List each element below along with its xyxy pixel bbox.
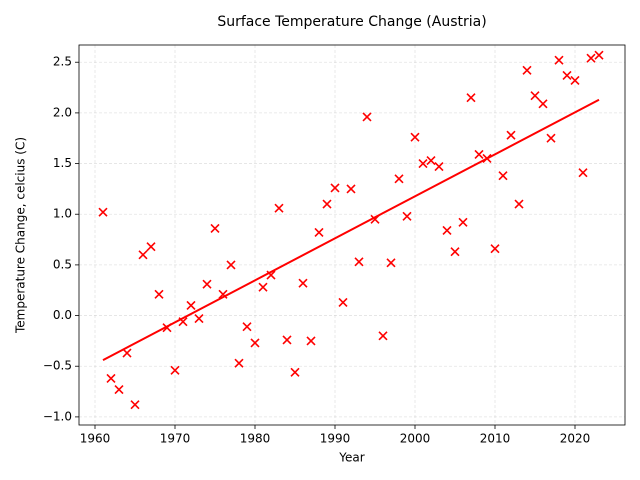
point xyxy=(562,70,572,80)
point xyxy=(322,199,332,209)
y-tick-label: 1.5 xyxy=(53,156,72,170)
y-tick-label: 2.5 xyxy=(53,55,72,69)
point xyxy=(346,184,356,194)
point xyxy=(114,384,124,395)
point xyxy=(538,99,548,109)
x-axis-label: Year xyxy=(338,451,364,465)
point xyxy=(274,203,284,213)
y-tick-label: 1.0 xyxy=(53,207,72,221)
point xyxy=(282,335,292,345)
x-tick-label: 2010 xyxy=(480,432,511,446)
point xyxy=(498,171,508,181)
point xyxy=(578,168,588,178)
point xyxy=(362,112,372,122)
point xyxy=(386,258,396,268)
point xyxy=(434,162,444,172)
point xyxy=(242,322,252,332)
plot-frame xyxy=(78,44,626,426)
point xyxy=(250,338,260,348)
x-tick-label: 2020 xyxy=(560,432,591,446)
point xyxy=(138,250,148,260)
point xyxy=(226,260,236,270)
point xyxy=(258,282,268,292)
x-tick-label: 1990 xyxy=(320,432,351,446)
point xyxy=(594,50,604,60)
x-tick-label: 1980 xyxy=(240,432,271,446)
x-tick-label: 1960 xyxy=(80,432,111,446)
y-tick-label: 0.5 xyxy=(53,257,72,271)
point xyxy=(474,149,484,160)
y-axis-label: Temperature Change, celcius (C) xyxy=(14,137,28,334)
point xyxy=(194,314,204,324)
x-tick-label: 1970 xyxy=(160,432,191,446)
point xyxy=(154,289,164,299)
point xyxy=(170,365,180,375)
point xyxy=(106,373,116,383)
point xyxy=(298,278,308,288)
point xyxy=(290,367,300,377)
point xyxy=(530,91,540,101)
point xyxy=(546,133,556,143)
point xyxy=(514,199,524,209)
point xyxy=(218,289,228,299)
point xyxy=(354,257,364,267)
chart-title: Surface Temperature Change (Austria) xyxy=(217,14,486,30)
point xyxy=(338,297,348,307)
y-tick-label: −0.5 xyxy=(43,359,72,373)
trend-line xyxy=(102,98,600,362)
point xyxy=(210,223,220,233)
y-tick-label: −1.0 xyxy=(43,409,72,423)
point xyxy=(402,211,412,221)
x-tick-label: 2000 xyxy=(400,432,431,446)
point xyxy=(202,279,212,289)
point xyxy=(410,132,420,142)
y-tick-label: 2.0 xyxy=(53,105,72,119)
point xyxy=(466,93,476,103)
point xyxy=(306,336,316,346)
point xyxy=(314,227,324,238)
y-tick-label: 0.0 xyxy=(53,308,72,322)
point xyxy=(458,217,468,227)
point xyxy=(98,207,108,217)
point xyxy=(522,65,532,75)
point xyxy=(130,400,140,410)
point xyxy=(234,358,244,368)
point xyxy=(490,244,500,254)
point xyxy=(570,75,580,86)
point xyxy=(146,242,156,252)
point xyxy=(450,247,460,257)
point xyxy=(554,55,564,65)
point xyxy=(506,130,516,140)
point xyxy=(186,300,196,310)
point xyxy=(442,225,452,236)
point xyxy=(426,155,436,166)
point xyxy=(586,53,596,63)
point xyxy=(378,331,388,341)
point xyxy=(418,158,428,169)
point xyxy=(394,174,404,184)
point xyxy=(330,183,340,193)
point xyxy=(122,348,132,358)
